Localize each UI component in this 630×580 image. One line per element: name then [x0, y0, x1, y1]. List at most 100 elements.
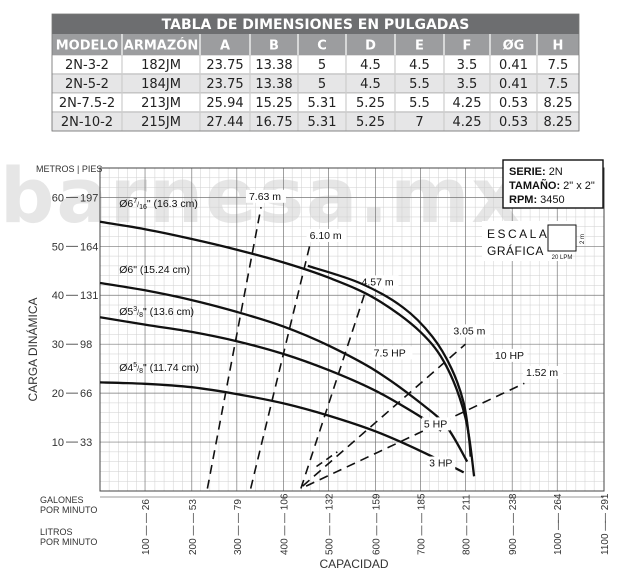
y-tick-label-ft: 66	[80, 388, 92, 400]
impeller-label-main: Ø6	[119, 198, 133, 210]
table-header-cell: D	[365, 39, 376, 54]
scale-legend-bottom: 20 LPM	[552, 255, 573, 261]
hp-label-bg	[427, 456, 456, 470]
table-cell: 25.94	[206, 96, 243, 111]
y-tick-label-m: 10	[52, 437, 64, 449]
impeller-curve	[99, 381, 465, 474]
impeller-label-num: 7	[133, 198, 137, 205]
x-tick-label-gpm: — 53	[188, 499, 199, 523]
npsh-label-bg	[450, 324, 491, 338]
table-cell: 0.41	[499, 77, 528, 92]
hp-label-bg	[421, 417, 451, 431]
table-cell: 13.38	[255, 77, 292, 92]
impeller-label-slash: /	[137, 202, 139, 209]
npsh-label: 7.63 m	[249, 191, 281, 203]
x-tick-label-gpm: — 238	[508, 493, 519, 523]
npsh-short-segment	[316, 451, 338, 468]
impeller-label-slash: /	[137, 310, 139, 317]
y-axis-title: CARGA DINÁMICA	[25, 297, 40, 401]
x-tick-label-lpm: 200 —	[188, 526, 199, 555]
impeller-label-rest: " (13.6 cm)	[143, 306, 194, 318]
table-cell: 3.5	[457, 58, 478, 73]
table-border	[51, 13, 580, 132]
x-tick-label-lpm: 900 —	[508, 526, 519, 555]
table-cell: 27.44	[206, 115, 243, 130]
table-cell: 15.25	[255, 96, 292, 111]
x-tick-label-lpm: 500 —	[325, 526, 336, 555]
npsh-label-bg	[245, 189, 286, 203]
impeller-label-num: 5	[133, 362, 137, 369]
npsh-line	[300, 292, 366, 489]
info-tamano-value: 2" x 2"	[563, 180, 595, 192]
y-tick-label-m: 40	[52, 290, 64, 302]
x-tick-label-gpm: — 185	[416, 493, 427, 523]
x-tick-label-lpm: 300 —	[233, 526, 244, 555]
impeller-label: Ø53/8" (13.6 cm)	[119, 306, 194, 319]
table-cell: 2N-10-2	[61, 115, 113, 130]
y-tick-label-ft: 98	[80, 339, 92, 351]
x-tick-label-gpm: — 26	[141, 499, 152, 523]
impeller-label: Ø6" (15.24 cm)	[119, 264, 190, 276]
table-header-cell: H	[553, 39, 564, 54]
y-axis: METROS | PIES 10 33 20 66 30 98 40 131 50 164 60 197…	[25, 164, 102, 449]
scale-legend: ESCALA GRÁFICA 2 m 20 LPM	[482, 221, 586, 261]
info-serie: SERIE: 2N	[509, 166, 563, 178]
x-tick-label-gpm: — 159	[371, 493, 382, 523]
npsh-lines: 7.63 m 6.10 m 4.57 m 3.05 m 1.52 m	[206, 189, 564, 489]
table-cell: 215JM	[141, 115, 181, 130]
table-cell: 5.5	[409, 96, 430, 111]
npsh-line	[305, 382, 525, 487]
table-header-cell: ØG	[503, 39, 525, 54]
hp-label: 5 HP	[424, 418, 447, 430]
impeller-label-den: 8	[139, 312, 143, 319]
y-tick-label-ft: 197	[80, 192, 98, 204]
x-tick-label-lpm: 600 —	[371, 526, 382, 555]
npsh-line	[302, 343, 466, 487]
hp-curve	[307, 264, 472, 457]
npsh-label: 6.10 m	[310, 230, 342, 242]
table-header-cell: A	[220, 39, 230, 54]
fine-grid	[100, 168, 604, 491]
hp-label: 10 HP	[495, 350, 524, 362]
scale-legend-line1: ESCALA	[487, 227, 549, 241]
table-cell: 213JM	[141, 96, 181, 111]
table-cell: 7	[415, 115, 423, 130]
table-cell: 7.5	[548, 58, 569, 73]
npsh-label-bg	[306, 228, 347, 242]
table-cell: 8.25	[544, 96, 573, 111]
table-header-cell: ARMAZÓN	[124, 38, 198, 54]
impeller-curve	[99, 281, 469, 463]
scale-legend-cell	[547, 224, 577, 252]
performance-chart: METROS | PIES 10 33 20 66 30 98 40 131 50 164 60 197…	[25, 159, 611, 571]
table-cell: 0.53	[499, 115, 528, 130]
npsh-label: 4.57 m	[362, 276, 394, 288]
x-tick-label-lpm: 1000 —	[553, 520, 564, 555]
npsh-line	[249, 246, 311, 489]
table-cell: 4.25	[453, 115, 482, 130]
table-header-cell: E	[415, 39, 424, 54]
x-tick-label-gpm: — 106	[280, 493, 291, 523]
scale-legend-line2: GRÁFICA	[487, 243, 544, 258]
table-cell: 8.25	[544, 115, 573, 130]
x-tick-label-lpm: 700 —	[416, 526, 427, 555]
npsh-label-bg	[358, 275, 399, 289]
npsh-label: 3.05 m	[453, 325, 485, 337]
table-cell: 5.5	[409, 77, 430, 92]
table-cell: 23.75	[206, 58, 243, 73]
y-tick-label-m: 30	[52, 339, 64, 351]
table-cell: 182JM	[141, 58, 181, 73]
table-cell: 2N-7.5-2	[59, 96, 115, 111]
x-tick-label-gpm: — 211	[461, 494, 472, 523]
table-cell: 13.38	[255, 58, 292, 73]
x-tick-label-gpm: — 79	[233, 499, 244, 523]
x-tick-label-gpm: — 291	[600, 493, 611, 523]
y-tick-label-m: 50	[52, 241, 64, 253]
table-cell: 5	[318, 58, 326, 73]
info-serie-label: SERIE:	[509, 166, 546, 178]
info-serie-value: 2N	[549, 166, 563, 178]
x-tick-label-lpm: 100 —	[141, 526, 152, 555]
x-tick-label-lpm: 1100 —	[600, 521, 611, 555]
